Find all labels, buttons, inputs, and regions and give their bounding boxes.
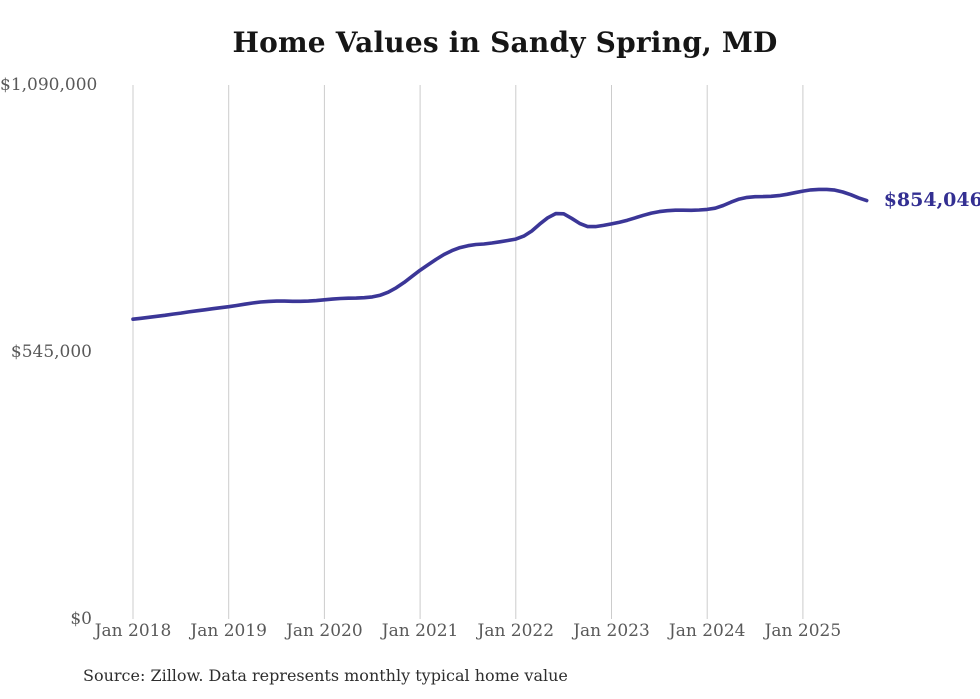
- x-axis-tick-label: Jan 2024: [668, 621, 746, 641]
- latest-value-label: $854,046: [883, 188, 980, 211]
- x-axis-tick-label: Jan 2020: [286, 621, 363, 641]
- x-axis-tick-label: Jan 2019: [190, 621, 267, 641]
- y-axis-tick-label: $545,000: [10, 342, 92, 362]
- x-axis-tick-label: Jan 2023: [573, 621, 650, 641]
- x-axis-tick-label: Jan 2021: [381, 621, 459, 641]
- chart-title: Home Values in Sandy Spring, MD: [232, 26, 778, 59]
- y-axis-tick-label: $1,090,000: [0, 75, 98, 95]
- x-axis-tick-label: Jan 2018: [94, 621, 172, 641]
- source-note: Source: Zillow. Data represents monthly …: [83, 666, 568, 685]
- x-axis-tick-label: Jan 2022: [477, 621, 555, 641]
- home-value-series-line: [131, 187, 869, 322]
- y-axis-tick-label: $0: [70, 609, 92, 629]
- x-axis-tick-label: Jan 2025: [764, 621, 842, 641]
